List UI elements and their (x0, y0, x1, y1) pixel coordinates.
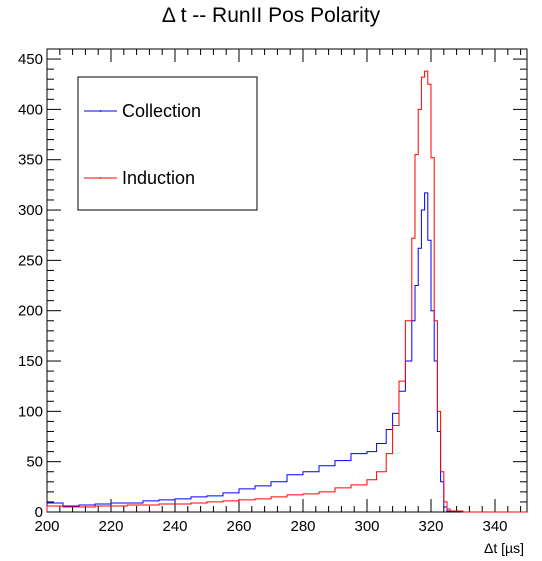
x-tick-label: 340 (482, 518, 507, 535)
legend-marker-induction (99, 177, 102, 179)
legend-marker-collection (99, 110, 102, 112)
legend-box (77, 76, 258, 211)
y-tick-label: 350 (18, 152, 43, 169)
x-tick-label: 300 (354, 518, 379, 535)
x-tick-label: 240 (162, 518, 187, 535)
y-tick-label: 400 (18, 101, 43, 118)
x-tick-label: 200 (34, 518, 59, 535)
legend-label-collection: Collection (122, 101, 201, 121)
legend: Collection Induction (77, 76, 258, 211)
x-tick-label: 280 (290, 518, 315, 535)
x-tick-label: 220 (98, 518, 123, 535)
y-axis: 0 50 100 150 200 250 300 350 400 450 (18, 48, 527, 521)
y-tick-label: 450 (18, 51, 43, 68)
x-tick-label: 320 (418, 518, 443, 535)
x-tick-label: 260 (226, 518, 251, 535)
x-axis-label: Δt [µs] (484, 540, 524, 556)
x-axis: 200 220 240 260 280 300 320 340 (34, 49, 522, 535)
y-tick-label: 200 (18, 303, 43, 320)
y-tick-label: 300 (18, 202, 43, 219)
y-tick-label: 150 (18, 353, 43, 370)
series-induction-line (46, 70, 527, 513)
y-tick-label: 100 (18, 403, 43, 420)
y-tick-label: 0 (35, 504, 43, 521)
legend-label-induction: Induction (122, 168, 195, 188)
y-tick-label: 250 (18, 252, 43, 269)
y-tick-label: 50 (26, 454, 43, 471)
series-layer (46, 70, 527, 513)
chart-title: Δ t -- RunII Pos Polarity (162, 4, 381, 27)
